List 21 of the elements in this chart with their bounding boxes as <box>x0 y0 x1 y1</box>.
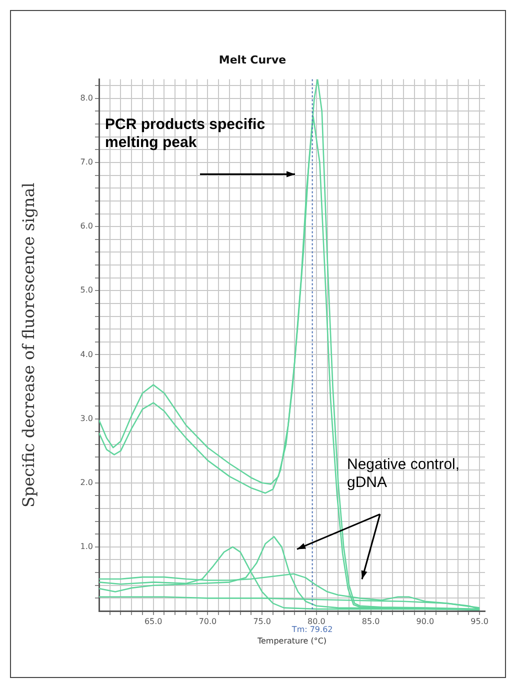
x-tick-label: 75.0 <box>253 616 272 626</box>
y-tick-label: 5.0 <box>80 286 93 295</box>
ref-line-label: Tm: 79.62 <box>290 625 333 634</box>
x-tick-label: 95.0 <box>470 616 488 626</box>
annotation: PCR products specific melting peak <box>105 116 266 151</box>
chart-title: Melt Curve <box>218 53 286 66</box>
x-axis-title: Temperature (°C) <box>256 636 327 646</box>
x-tick-label: 65.0 <box>144 616 162 626</box>
y-tick-label: 6.0 <box>80 222 93 231</box>
y-tick-label: 7.0 <box>80 158 93 167</box>
x-tick-label: 70.0 <box>198 616 217 626</box>
y-tick-label: 4.0 <box>80 350 93 359</box>
y-tick-label: 1.0 <box>80 542 93 552</box>
y-tick-label: 3.0 <box>80 414 93 423</box>
x-tick-label: 80.0 <box>308 616 326 626</box>
y-axis-title: Specific decrease of fluorescence signal <box>18 182 38 508</box>
x-tick-label: 85.0 <box>362 616 380 626</box>
annotation: Negative control, gDNA <box>347 456 460 491</box>
y-tick-label: 2.0 <box>80 478 93 487</box>
x-tick-label: 90.0 <box>416 616 434 626</box>
y-tick-label: 8.0 <box>80 94 93 102</box>
